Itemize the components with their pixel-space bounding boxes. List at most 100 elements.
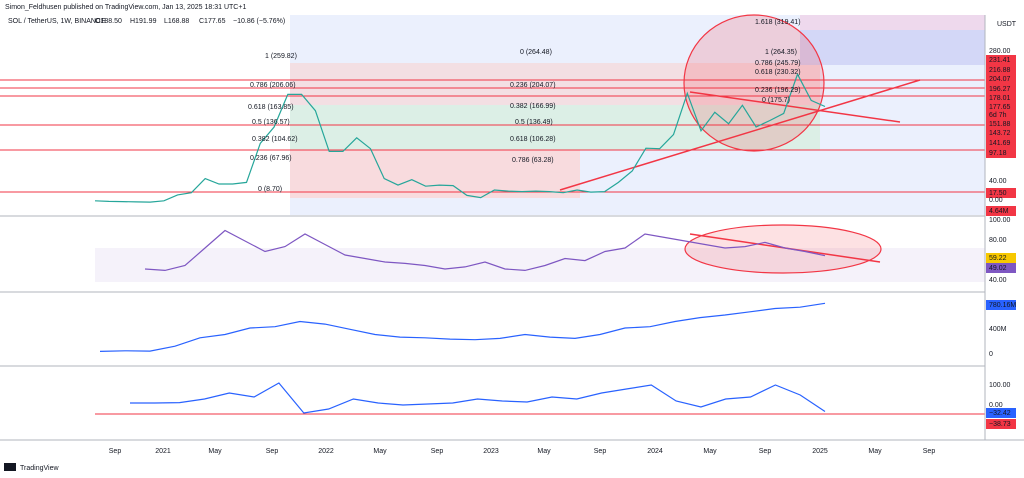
highlight-ellipse bbox=[684, 224, 882, 274]
time-label: Sep bbox=[923, 448, 936, 455]
fib-label: 0.618 (106.28) bbox=[510, 136, 556, 143]
symbol: SOL / TetherUS, 1W, BINANCE bbox=[8, 18, 106, 25]
axis-label: 177.65 bbox=[989, 104, 1011, 111]
fib-label: 0.786 (245.79) bbox=[755, 60, 801, 67]
axis-label: 178.01 bbox=[989, 95, 1011, 102]
axis-label-bg bbox=[986, 110, 1016, 120]
time-label: 2022 bbox=[318, 448, 334, 455]
axis-label: 49.02 bbox=[989, 265, 1007, 272]
level-lines bbox=[0, 79, 985, 193]
highlight-circle bbox=[683, 14, 825, 152]
time-label: May bbox=[868, 448, 882, 455]
time-label: May bbox=[208, 448, 222, 455]
time-label: 2023 bbox=[483, 448, 499, 455]
axis-label-bg bbox=[986, 206, 1016, 216]
currency: USDT bbox=[997, 21, 1017, 28]
fib-label: 0.236 (196.29) bbox=[755, 87, 801, 94]
axis-label-bg bbox=[986, 263, 1016, 273]
time-label: Sep bbox=[431, 448, 444, 455]
axis-label-bg bbox=[986, 119, 1016, 129]
rsi-band bbox=[95, 248, 985, 282]
time-label: Sep bbox=[759, 448, 772, 455]
axis-label-bg bbox=[986, 138, 1016, 148]
axis-label-bg bbox=[986, 408, 1016, 418]
axis-label: 216.88 bbox=[989, 67, 1011, 74]
axis-label: −32.42 bbox=[989, 410, 1011, 417]
ohlc-value: H191.99 bbox=[130, 18, 157, 25]
time-label: May bbox=[703, 448, 717, 455]
fib-label: 0 (175.7) bbox=[762, 97, 790, 104]
axis-label: 400M bbox=[989, 326, 1007, 333]
logo bbox=[4, 463, 16, 471]
fib-label: 0.5 (136.49) bbox=[515, 119, 553, 126]
axis-label: 0.00 bbox=[989, 402, 1003, 409]
ohlc-value: −10.86 (−5.76%) bbox=[233, 18, 285, 25]
time-label: May bbox=[537, 448, 551, 455]
fib-label: 0.236 (204.07) bbox=[510, 82, 556, 89]
axis-label: 780.16M bbox=[989, 302, 1016, 309]
ohlc-value: O188.50 bbox=[95, 18, 122, 25]
publisher: Simon_Feldhusen published on TradingView… bbox=[5, 4, 246, 11]
axis-label-bg bbox=[986, 300, 1016, 310]
fib-label: 1 (264.35) bbox=[765, 49, 797, 56]
axis-label: 80.00 bbox=[989, 237, 1007, 244]
fib-zone bbox=[290, 150, 580, 198]
fib-label: 0.786 (63.28) bbox=[512, 157, 554, 164]
axis-label-bg bbox=[986, 93, 1016, 103]
fib-label: 0.5 (136.57) bbox=[252, 119, 290, 126]
axis-label-bg bbox=[986, 102, 1016, 112]
axis-label: −38.73 bbox=[989, 421, 1011, 428]
axis-label: 17.50 bbox=[989, 190, 1007, 197]
time-label: May bbox=[373, 448, 387, 455]
axis-label: 40.00 bbox=[989, 178, 1007, 185]
axis-label: 196.27 bbox=[989, 86, 1011, 93]
fib-zone bbox=[800, 30, 985, 65]
time-label: 2021 bbox=[155, 448, 171, 455]
fib-label: 0.236 (67.96) bbox=[250, 155, 292, 162]
fib-label: 0.382 (166.99) bbox=[510, 103, 556, 110]
time-label: Sep bbox=[594, 448, 607, 455]
axis-label-bg bbox=[986, 148, 1016, 158]
trend-line bbox=[689, 91, 901, 123]
fib-label: 0.618 (163.85) bbox=[248, 104, 294, 111]
fib-label: 0.786 (206.06) bbox=[250, 82, 296, 89]
time-label: 2024 bbox=[647, 448, 663, 455]
axis-label: 141.69 bbox=[989, 140, 1011, 147]
fib-label: 0 (8.70) bbox=[258, 186, 282, 193]
axis-label-bg bbox=[986, 128, 1016, 138]
axis-label: 280.00 bbox=[989, 48, 1011, 55]
momentum-line bbox=[130, 382, 826, 414]
axis-label: 59.22 bbox=[989, 255, 1007, 262]
axis-label-bg bbox=[986, 253, 1016, 263]
fib-label: 0 (264.48) bbox=[520, 49, 552, 56]
axis-label: 100.00 bbox=[989, 217, 1011, 224]
fib-label: 1.618 (319.41) bbox=[755, 19, 801, 26]
oscillator-line bbox=[99, 302, 826, 352]
axis-label: 0 bbox=[989, 351, 993, 358]
axis-label-bg bbox=[986, 55, 1016, 65]
axis-label: 4.64M bbox=[989, 208, 1009, 215]
fib-label: 0.618 (230.32) bbox=[755, 69, 801, 76]
time-label: Sep bbox=[266, 448, 279, 455]
axis-label: 231.41 bbox=[989, 57, 1011, 64]
axis-label: 100.00 bbox=[989, 382, 1011, 389]
axis-label-bg bbox=[986, 84, 1016, 94]
footer: TradingView bbox=[20, 465, 59, 472]
axis-label-bg bbox=[986, 419, 1016, 429]
axis-label: 97.18 bbox=[989, 150, 1007, 157]
axis-label-bg bbox=[986, 188, 1016, 198]
axis-label: 204.07 bbox=[989, 76, 1011, 83]
fib-label: 0.382 (104.62) bbox=[252, 136, 298, 143]
ohlc-value: L168.88 bbox=[164, 18, 189, 25]
axis-label: 151.88 bbox=[989, 121, 1011, 128]
time-label: Sep bbox=[109, 448, 122, 455]
time-label: 2025 bbox=[812, 448, 828, 455]
axis-label-bg bbox=[986, 74, 1016, 84]
fib-label: 1 (259.82) bbox=[265, 53, 297, 60]
axis-label: 40.00 bbox=[989, 277, 1007, 284]
price-line bbox=[94, 72, 826, 203]
fib-zone bbox=[290, 105, 820, 150]
axis-label: 6d 7h bbox=[989, 112, 1007, 119]
axis-label: 0.00 bbox=[989, 197, 1003, 204]
